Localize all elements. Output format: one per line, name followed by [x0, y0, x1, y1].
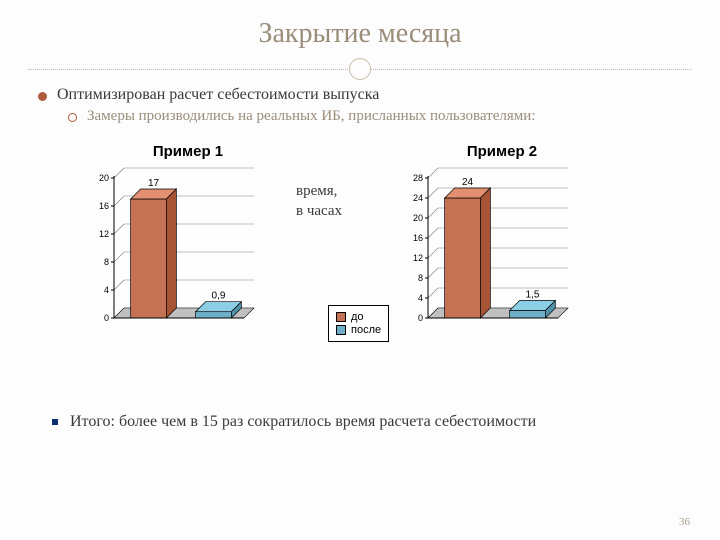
mid-column: время, в часах	[296, 143, 396, 222]
legend-swatch-after	[336, 325, 346, 335]
svg-text:16: 16	[99, 201, 109, 211]
svg-text:24: 24	[462, 177, 474, 188]
svg-text:20: 20	[413, 213, 423, 223]
page-title: Закрытие месяца	[28, 18, 692, 50]
legend: до после	[328, 305, 389, 342]
summary-bullet: Итого: более чем в 15 раз сократилось вр…	[52, 411, 692, 433]
page-number: 36	[679, 516, 690, 528]
chart2-title: Пример 2	[402, 143, 602, 160]
svg-text:8: 8	[418, 273, 423, 283]
svg-text:4: 4	[418, 293, 423, 303]
svg-text:12: 12	[413, 253, 423, 263]
charts-row: Пример 1 0 4 8 12 16 20 17 0,9 время, в часах П…	[28, 143, 692, 387]
divider-circle-icon	[349, 58, 371, 80]
legend-label-after: после	[351, 324, 381, 336]
chart1-svg: 0 4 8 12 16 20 17 0,9	[88, 166, 288, 366]
svg-text:24: 24	[413, 193, 423, 203]
summary-text: Итого: более чем в 15 раз сократилось вр…	[70, 411, 536, 433]
svg-text:0,9: 0,9	[212, 291, 226, 302]
mid-label: время, в часах	[296, 181, 396, 222]
svg-text:0: 0	[418, 313, 423, 323]
svg-text:16: 16	[413, 233, 423, 243]
summary-square-icon	[52, 419, 58, 425]
chart1-title: Пример 1	[88, 143, 288, 160]
bullet-level2: Замеры производились на реальных ИБ, при…	[68, 108, 692, 125]
bullet2-text: Замеры производились на реальных ИБ, при…	[87, 108, 535, 125]
svg-text:0: 0	[104, 313, 109, 323]
bullet-ring-icon	[68, 113, 77, 122]
svg-text:20: 20	[99, 173, 109, 183]
divider	[28, 58, 692, 80]
svg-text:4: 4	[104, 285, 109, 295]
svg-text:28: 28	[413, 173, 423, 183]
slide: Закрытие месяца Оптимизирован расчет себ…	[0, 0, 720, 540]
svg-text:17: 17	[148, 178, 160, 189]
bullet1-text: Оптимизирован расчет себестоимости выпус…	[57, 86, 379, 104]
legend-row-after: после	[336, 324, 381, 336]
svg-text:8: 8	[104, 257, 109, 267]
svg-text:1,5: 1,5	[526, 290, 540, 301]
bullet-dot-icon	[38, 92, 47, 101]
chart1-block: Пример 1 0 4 8 12 16 20 17 0,9	[88, 143, 288, 371]
chart2-block: Пример 2 0 4 8 12 16 20 24 28 24 1,5	[402, 143, 602, 371]
bullet-level1: Оптимизирован расчет себестоимости выпус…	[38, 86, 692, 104]
chart2-svg: 0 4 8 12 16 20 24 28 24 1,5	[402, 166, 602, 366]
svg-text:12: 12	[99, 229, 109, 239]
legend-label-before: до	[351, 311, 364, 323]
legend-row-before: до	[336, 311, 381, 323]
legend-swatch-before	[336, 312, 346, 322]
